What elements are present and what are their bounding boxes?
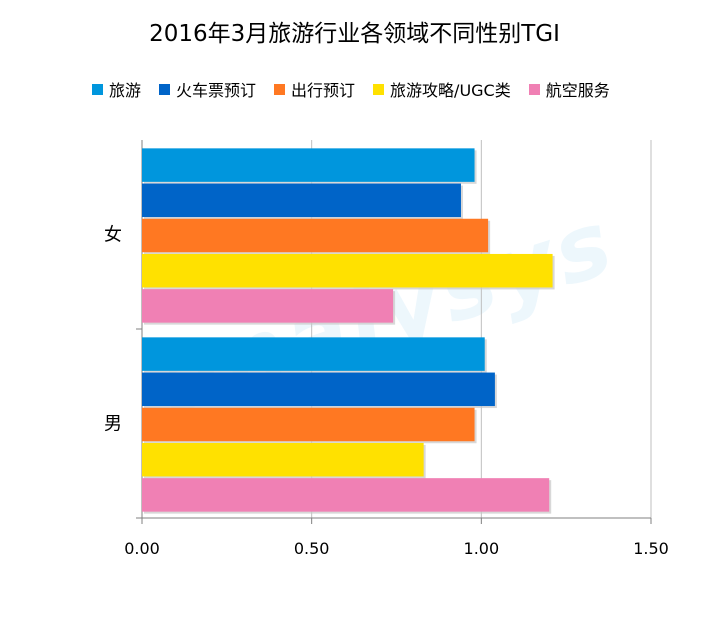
legend-label: 旅游攻略/UGC类 [390,81,511,100]
legend-item: 旅游攻略/UGC类 [373,77,511,101]
legend-swatch [159,83,171,95]
x-tick-label: 1.00 [464,539,500,558]
bar [142,372,495,407]
legend-item: 出行预订 [274,77,355,101]
legend-item: 火车票预订 [159,77,256,101]
bar [142,337,485,371]
x-tick-label: 0.50 [294,539,330,558]
legend-label: 火车票预订 [176,81,257,100]
bar [142,253,553,288]
y-tick-label: 男 [104,414,122,435]
legend-swatch [528,83,540,95]
chart-title: 2016年3月旅游行业各领域不同性别TGI [149,21,560,47]
x-tick-label: 1.50 [633,539,669,558]
bar [142,407,475,442]
legend-item: 旅游 [92,77,141,101]
legend-label: 航空服务 [545,81,610,100]
legend-label: 旅游 [109,81,142,100]
legend-swatch [92,83,103,95]
bar [142,442,424,477]
legend-label: 出行预订 [291,81,356,100]
bar [142,478,550,512]
bar [142,183,461,218]
bar [142,289,394,323]
x-tick-label: 0.00 [124,539,160,558]
y-tick-label: 女 [104,225,122,246]
bar [142,148,475,182]
legend-swatch [274,83,286,95]
bar [142,218,489,253]
legend-item: 航空服务 [528,77,610,101]
legend: 旅游 火车票预订 出行预订 旅游攻略/UGC类 航空服务 [92,78,628,100]
legend-swatch [373,83,385,95]
